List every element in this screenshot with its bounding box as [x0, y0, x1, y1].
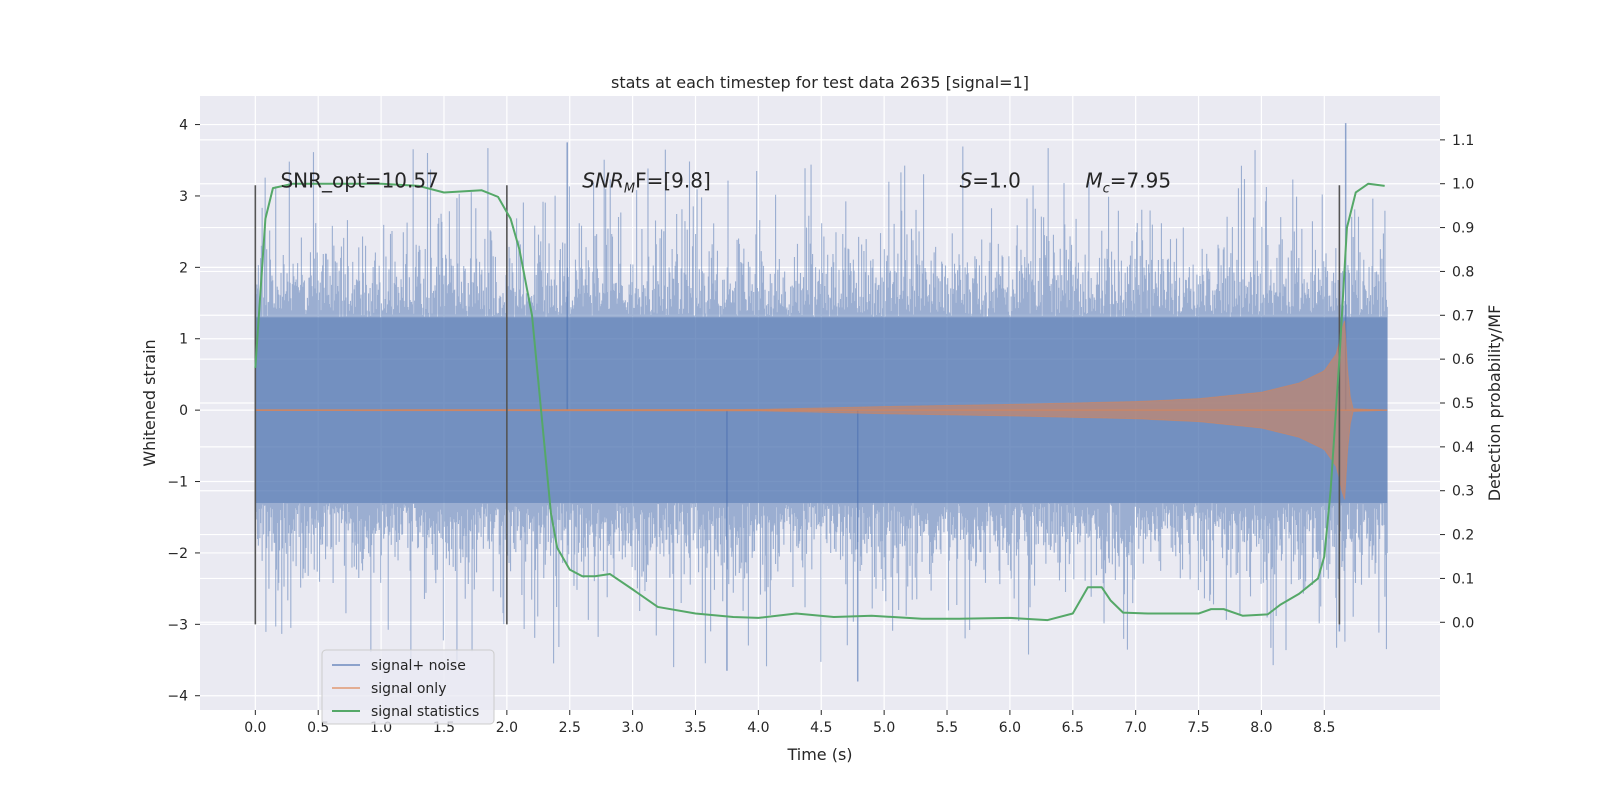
- legend-box: [321, 649, 495, 725]
- y-right-tick-label: 0.8: [1452, 264, 1474, 280]
- annotations: SNR_opt=10.57 SNRMF=[9.8] S=1.0 Mc=7.95: [280, 168, 1171, 196]
- x-tick-label: 6.5: [1062, 720, 1084, 736]
- y-axis-right-label: Detection probability/MF: [1485, 305, 1504, 502]
- x-tick-label: 2.5: [559, 720, 581, 736]
- annotation: SNRMF=[9.8]: [582, 168, 710, 196]
- y-tick-label: −2: [167, 546, 188, 562]
- y-tick-label: 2: [179, 260, 188, 276]
- y-tick-label: 1: [179, 332, 188, 348]
- legend-label: signal+ noise: [371, 658, 466, 674]
- x-tick-label: 2.0: [496, 720, 518, 736]
- legend-label: signal statistics: [371, 704, 479, 720]
- annotation-base: SNR: [582, 168, 624, 192]
- y-right-tick-label: 0.6: [1452, 352, 1474, 368]
- statistics-line: [254, 182, 1385, 622]
- vertical-markers: [254, 185, 1341, 625]
- x-tick-label: 4.0: [747, 720, 769, 736]
- annotation: Mc=7.95: [1085, 168, 1171, 196]
- x-tick-label: 8.0: [1250, 720, 1272, 736]
- annotation: S=1.0: [960, 168, 1021, 192]
- legend: signal+ noise signal only signal statistic…: [321, 649, 495, 725]
- chart-title: stats at each timestep for test data 263…: [611, 73, 1029, 92]
- y-right-tick-label: 0.7: [1452, 308, 1474, 324]
- annotation-rest: F=[9.8]: [635, 168, 711, 192]
- x-tick-label: 5.5: [936, 720, 958, 736]
- y-tick-label: −1: [167, 475, 188, 491]
- y-tick-label: 3: [179, 189, 188, 205]
- y-tick-label: 0: [179, 403, 188, 419]
- x-tick-label: 5.0: [873, 720, 895, 736]
- x-tick-label: 4.5: [810, 720, 832, 736]
- y-tick-label: −4: [167, 689, 188, 705]
- series-signal-only: [254, 320, 1388, 500]
- y-right-tick-label: 0.0: [1452, 615, 1474, 631]
- x-tick-label: 6.0: [999, 720, 1021, 736]
- annotation-subscript: M: [624, 181, 635, 196]
- y-right-tick-label: 0.4: [1452, 440, 1474, 456]
- x-tick-label: 8.5: [1313, 720, 1335, 736]
- y-right-tick-label: 0.3: [1452, 484, 1474, 500]
- x-tick-label: 0.5: [307, 720, 329, 736]
- legend-label: signal only: [371, 681, 446, 697]
- x-axis-label: Time (s): [786, 745, 852, 764]
- x-tick-label: 0.0: [244, 720, 266, 736]
- annotation-base: M: [1085, 168, 1102, 192]
- y-right-tick-label: 1.0: [1452, 177, 1474, 193]
- annotation-subscript: c: [1103, 181, 1110, 196]
- y-right-tick-label: 0.9: [1452, 221, 1474, 237]
- y-tick-label: 4: [179, 118, 188, 134]
- series-signal-statistics: [254, 182, 1385, 622]
- annotation: SNR_opt=10.57: [280, 168, 438, 192]
- y-right-tick-label: 0.2: [1452, 528, 1474, 544]
- y-axis-label: Whitened strain: [140, 339, 159, 466]
- annotation-rest: =7.95: [1110, 168, 1171, 192]
- x-tick-label: 7.5: [1187, 720, 1209, 736]
- y-right-tick-label: 1.1: [1452, 133, 1474, 149]
- y-right-tick-label: 0.1: [1452, 571, 1474, 587]
- axes: 0.0 0.5 1.0 1.5 2.0 2.5 3.0 3.5 4.0 4.5 5.0 5.5 6.0 6…: [167, 118, 1474, 736]
- y-tick-label: −3: [167, 617, 188, 633]
- annotation-rest: =1.0: [972, 168, 1021, 192]
- x-tick-label: 3.0: [621, 720, 643, 736]
- x-tick-label: 3.5: [684, 720, 706, 736]
- y-right-tick-label: 0.5: [1452, 396, 1474, 412]
- x-tick-label: 7.0: [1125, 720, 1147, 736]
- annotation-base: S: [960, 168, 973, 192]
